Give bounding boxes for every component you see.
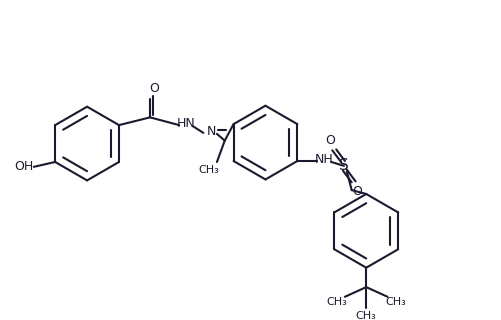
Text: NH: NH	[315, 153, 333, 165]
Text: O: O	[149, 82, 158, 95]
Text: CH₃: CH₃	[198, 165, 219, 175]
Text: N: N	[206, 125, 215, 139]
Text: OH: OH	[15, 160, 34, 173]
Text: O: O	[325, 134, 335, 147]
Text: CH₃: CH₃	[326, 297, 347, 307]
Text: O: O	[352, 185, 362, 197]
Text: CH₃: CH₃	[355, 311, 376, 320]
Text: HN: HN	[176, 117, 195, 130]
Text: CH₃: CH₃	[384, 297, 405, 307]
Text: S: S	[338, 158, 348, 173]
